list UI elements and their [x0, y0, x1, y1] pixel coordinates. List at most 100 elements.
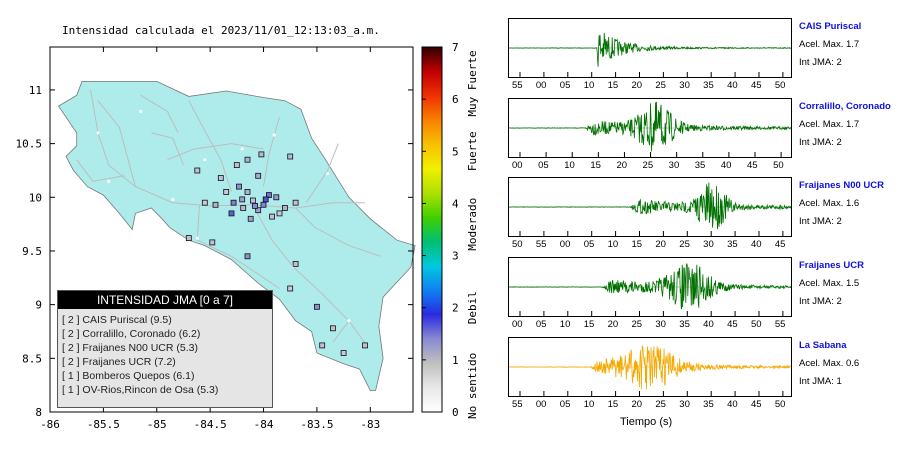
trace-tick-label: 35	[703, 399, 714, 410]
map-title: Intensidad calculada el 2023/11/01_12:13…	[62, 24, 380, 37]
trace-time-axis: 55 00 05 10 15 20 25 30 35 40 45 50	[508, 80, 790, 92]
trace-tick-label: 10	[607, 239, 619, 250]
station-name: CAIS Puriscal	[799, 21, 862, 32]
y-tick-label: 9	[35, 299, 42, 312]
trace-tick-label: 50	[774, 399, 786, 410]
x-tick-label: -85	[147, 418, 167, 431]
town-marker	[325, 172, 330, 176]
station-marker	[292, 260, 299, 267]
trace-tick-label: 35	[703, 80, 714, 91]
scale-bar	[421, 46, 443, 413]
station-marker	[223, 188, 230, 195]
trace-tick-label: 50	[750, 319, 762, 330]
scale-tick-label: 3	[452, 250, 459, 263]
trace-tick-label: 00	[559, 239, 571, 250]
trace-tick-label: 20	[631, 80, 643, 91]
road	[167, 143, 264, 161]
station-marker	[329, 325, 336, 332]
station-marker	[262, 196, 269, 203]
trace-tick-label: 15	[607, 80, 619, 91]
station-marker	[244, 188, 251, 195]
scale-category-label: Moderado	[466, 198, 479, 251]
trace-tick-label: 05	[559, 80, 571, 91]
y-tick-label: 11	[29, 84, 42, 97]
station-marker	[258, 151, 265, 158]
trace-tick-label: 25	[679, 239, 690, 250]
road	[90, 89, 365, 209]
trace-tick-label: 10	[583, 80, 595, 91]
trace-tick-label: 05	[559, 399, 571, 410]
station-marker	[233, 162, 240, 169]
station-marker	[255, 172, 262, 179]
station-marker	[240, 205, 247, 211]
station-marker	[281, 205, 288, 211]
station-info: Fraijanes N00 UCR Acel. Max. 1.6 Int JMA: …	[799, 177, 884, 231]
station-marker	[228, 210, 235, 217]
station-marker	[244, 156, 251, 163]
station-marker	[244, 253, 251, 260]
road	[196, 204, 280, 289]
trace-tick-label: 10	[559, 319, 571, 330]
trace-tick-label: 05	[538, 160, 549, 171]
trace-tick-label: 25	[631, 319, 643, 330]
scale-category-label: Fuerte	[466, 131, 479, 171]
trace-tick-label: 00	[512, 160, 523, 171]
trace-tick-label: 25	[655, 80, 666, 91]
jma-intensity: Int JMA: 2	[799, 216, 842, 227]
seismogram-trace	[509, 345, 791, 396]
town-marker	[347, 319, 351, 323]
trace-tick-label: 20	[631, 399, 643, 410]
legend-item: [ 2 ] CAIS Puriscal (9.5)	[62, 314, 172, 326]
time-axis-label: Tiempo (s)	[620, 416, 673, 428]
station-marker	[236, 183, 242, 190]
intensity-legend: INTENSIDAD JMA [0 a 7] [ 2 ] CAIS Purisc…	[57, 290, 273, 408]
road	[252, 204, 369, 348]
trace-waveform	[509, 101, 791, 152]
scale-category-label: No sentido	[466, 353, 479, 419]
trace-waveform	[509, 263, 791, 310]
town-marker	[107, 179, 111, 183]
station-marker	[265, 192, 272, 199]
station-marker	[269, 213, 276, 220]
jma-intensity: Int JMA: 2	[799, 57, 842, 68]
trace-tick-label: 30	[679, 80, 690, 91]
road	[305, 143, 339, 203]
x-tick-label: -84	[254, 418, 274, 431]
trace-tick-label: 05	[583, 239, 595, 250]
road-network	[76, 89, 382, 348]
station-info: Fraijanes UCR Acel. Max. 1.5 Int JMA: 2	[799, 257, 864, 311]
trace-tick-label: 55	[512, 80, 523, 91]
scale-tick-label: 4	[452, 197, 459, 210]
station-marker	[287, 285, 294, 292]
trace-tick-label: 20	[655, 239, 666, 250]
trace-waveform	[509, 182, 791, 230]
trace-tick-label: 45	[727, 319, 738, 330]
trace-tick-label: 40	[727, 80, 738, 91]
seismogram-panel	[508, 98, 792, 158]
station-marker	[319, 342, 326, 349]
y-tick-label: 8	[35, 406, 42, 419]
legend-item: [ 2 ] Fraijanes N00 UCR (5.3)	[62, 342, 198, 354]
seismogram-panel	[508, 257, 792, 317]
station-marker	[239, 196, 246, 203]
station-marker	[313, 303, 320, 310]
trace-tick-label: 10	[583, 399, 595, 410]
station-marker	[217, 175, 224, 181]
trace-tick-label: 30	[655, 319, 666, 330]
legend-item: [ 2 ] Corralillo, Coronado (6.2)	[62, 328, 201, 340]
max-acceleration: Acel. Max. 1.7	[799, 119, 860, 130]
scale-tick-label: 6	[452, 93, 459, 106]
trace-time-axis: 00 05 10 15 20 25 30 35 40 45 50 55	[508, 319, 790, 331]
trace-time-axis: 55 00 05 10 15 20 25 30 35 40 45 50	[508, 399, 790, 411]
max-acceleration: Acel. Max. 1.6	[799, 198, 860, 209]
station-marker	[273, 194, 280, 201]
station-marker	[230, 199, 237, 206]
town-marker	[139, 109, 143, 114]
trace-waveform	[509, 32, 791, 67]
road	[295, 207, 382, 257]
trace-tick-label: 15	[590, 160, 601, 171]
trace-tick-label: 45	[774, 239, 786, 250]
scale-tick-label: 1	[452, 354, 459, 367]
y-tick-label: 10	[29, 191, 42, 204]
